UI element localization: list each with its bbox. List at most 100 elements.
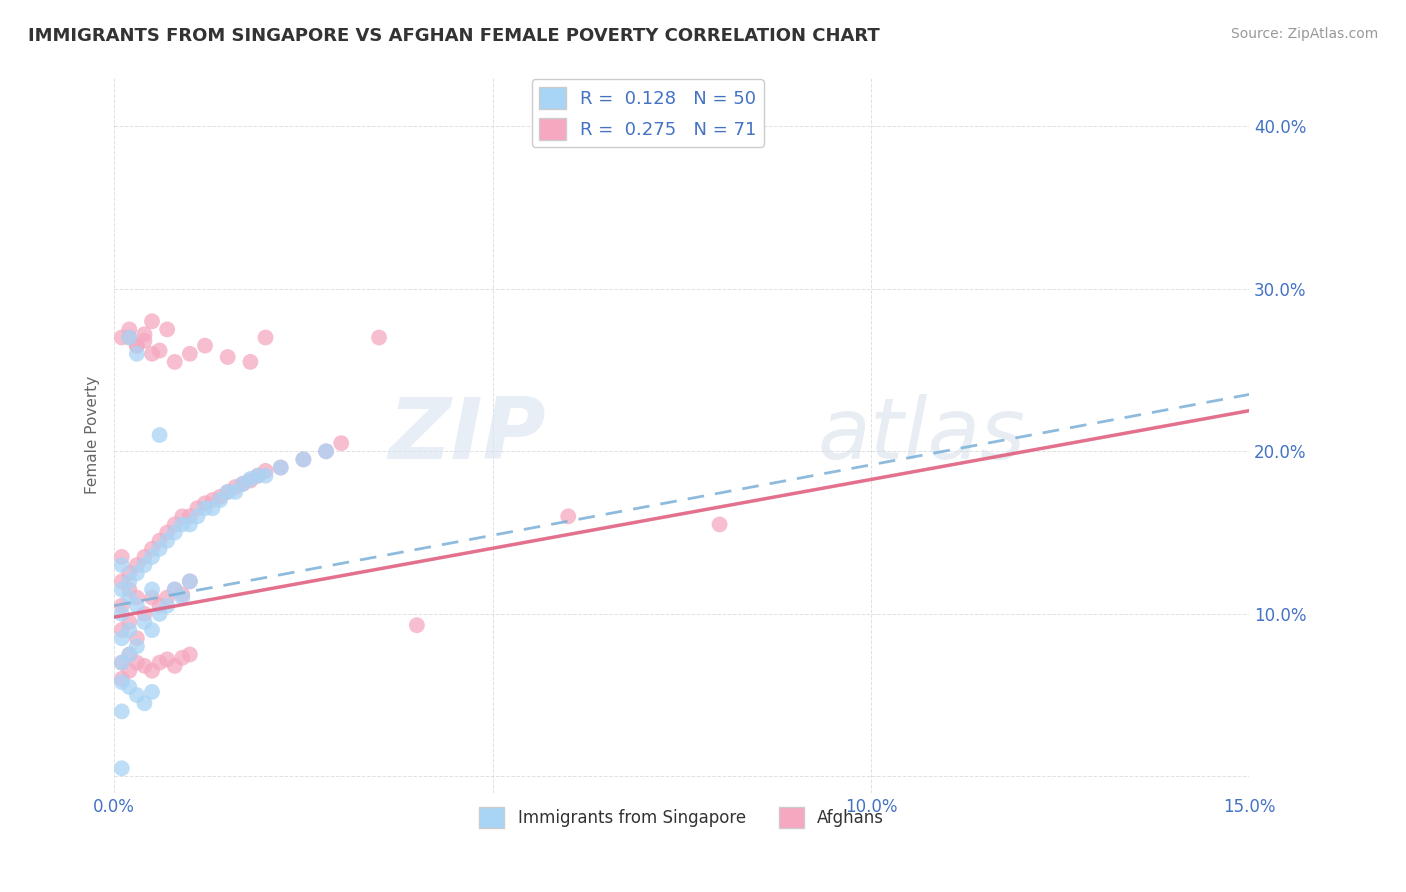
Point	[172, 509, 194, 524]
Point	[134, 327, 156, 342]
Point	[134, 558, 156, 573]
Point	[254, 468, 277, 483]
Legend: Immigrants from Singapore, Afghans: Immigrants from Singapore, Afghans	[472, 801, 891, 834]
Point	[125, 347, 148, 361]
Point	[179, 574, 201, 589]
Point	[156, 525, 179, 540]
Point	[111, 549, 134, 564]
Point	[111, 330, 134, 344]
Point	[179, 517, 201, 532]
Point	[156, 591, 179, 605]
Point	[111, 675, 134, 690]
Point	[172, 517, 194, 532]
Point	[209, 490, 232, 504]
Point	[125, 338, 148, 352]
Point	[179, 509, 201, 524]
Text: Source: ZipAtlas.com: Source: ZipAtlas.com	[1230, 27, 1378, 41]
Point	[111, 574, 134, 589]
Text: IMMIGRANTS FROM SINGAPORE VS AFGHAN FEMALE POVERTY CORRELATION CHART: IMMIGRANTS FROM SINGAPORE VS AFGHAN FEMA…	[28, 27, 880, 45]
Point	[156, 652, 179, 666]
Point	[141, 623, 163, 637]
Point	[315, 444, 337, 458]
Point	[172, 587, 194, 601]
Point	[118, 591, 141, 605]
Point	[217, 350, 239, 364]
Point	[118, 330, 141, 344]
Point	[163, 582, 186, 597]
Point	[179, 648, 201, 662]
Point	[194, 501, 217, 516]
Point	[232, 476, 254, 491]
Point	[232, 476, 254, 491]
Point	[125, 558, 148, 573]
Point	[194, 338, 217, 352]
Point	[186, 501, 208, 516]
Point	[141, 685, 163, 699]
Point	[134, 615, 156, 629]
Point	[709, 517, 731, 532]
Point	[149, 428, 172, 442]
Point	[118, 623, 141, 637]
Point	[111, 705, 134, 719]
Point	[201, 493, 224, 508]
Point	[118, 322, 141, 336]
Point	[156, 599, 179, 613]
Point	[111, 558, 134, 573]
Point	[118, 582, 141, 597]
Point	[141, 664, 163, 678]
Point	[118, 574, 141, 589]
Point	[125, 632, 148, 646]
Point	[315, 444, 337, 458]
Point	[125, 640, 148, 654]
Point	[217, 485, 239, 500]
Point	[557, 509, 579, 524]
Point	[209, 493, 232, 508]
Point	[149, 656, 172, 670]
Point	[254, 464, 277, 478]
Point	[111, 632, 134, 646]
Point	[134, 549, 156, 564]
Point	[125, 599, 148, 613]
Point	[111, 672, 134, 686]
Point	[149, 599, 172, 613]
Point	[224, 480, 246, 494]
Point	[134, 607, 156, 621]
Point	[134, 658, 156, 673]
Point	[111, 623, 134, 637]
Point	[246, 468, 269, 483]
Point	[186, 509, 208, 524]
Point	[118, 330, 141, 344]
Point	[125, 591, 148, 605]
Point	[406, 618, 429, 632]
Point	[118, 615, 141, 629]
Point	[118, 648, 141, 662]
Point	[239, 474, 262, 488]
Point	[141, 541, 163, 556]
Point	[163, 582, 186, 597]
Point	[134, 334, 156, 348]
Point	[141, 591, 163, 605]
Point	[156, 533, 179, 548]
Point	[163, 517, 186, 532]
Point	[111, 582, 134, 597]
Point	[149, 343, 172, 358]
Text: ZIP: ZIP	[388, 393, 546, 476]
Point	[149, 607, 172, 621]
Point	[163, 658, 186, 673]
Point	[270, 460, 292, 475]
Point	[141, 582, 163, 597]
Point	[118, 566, 141, 581]
Point	[292, 452, 315, 467]
Y-axis label: Female Poverty: Female Poverty	[86, 376, 100, 494]
Point	[156, 322, 179, 336]
Point	[270, 460, 292, 475]
Point	[149, 541, 172, 556]
Point	[111, 761, 134, 775]
Point	[292, 452, 315, 467]
Point	[125, 688, 148, 702]
Point	[254, 330, 277, 344]
Point	[125, 566, 148, 581]
Point	[134, 696, 156, 710]
Point	[201, 501, 224, 516]
Point	[111, 656, 134, 670]
